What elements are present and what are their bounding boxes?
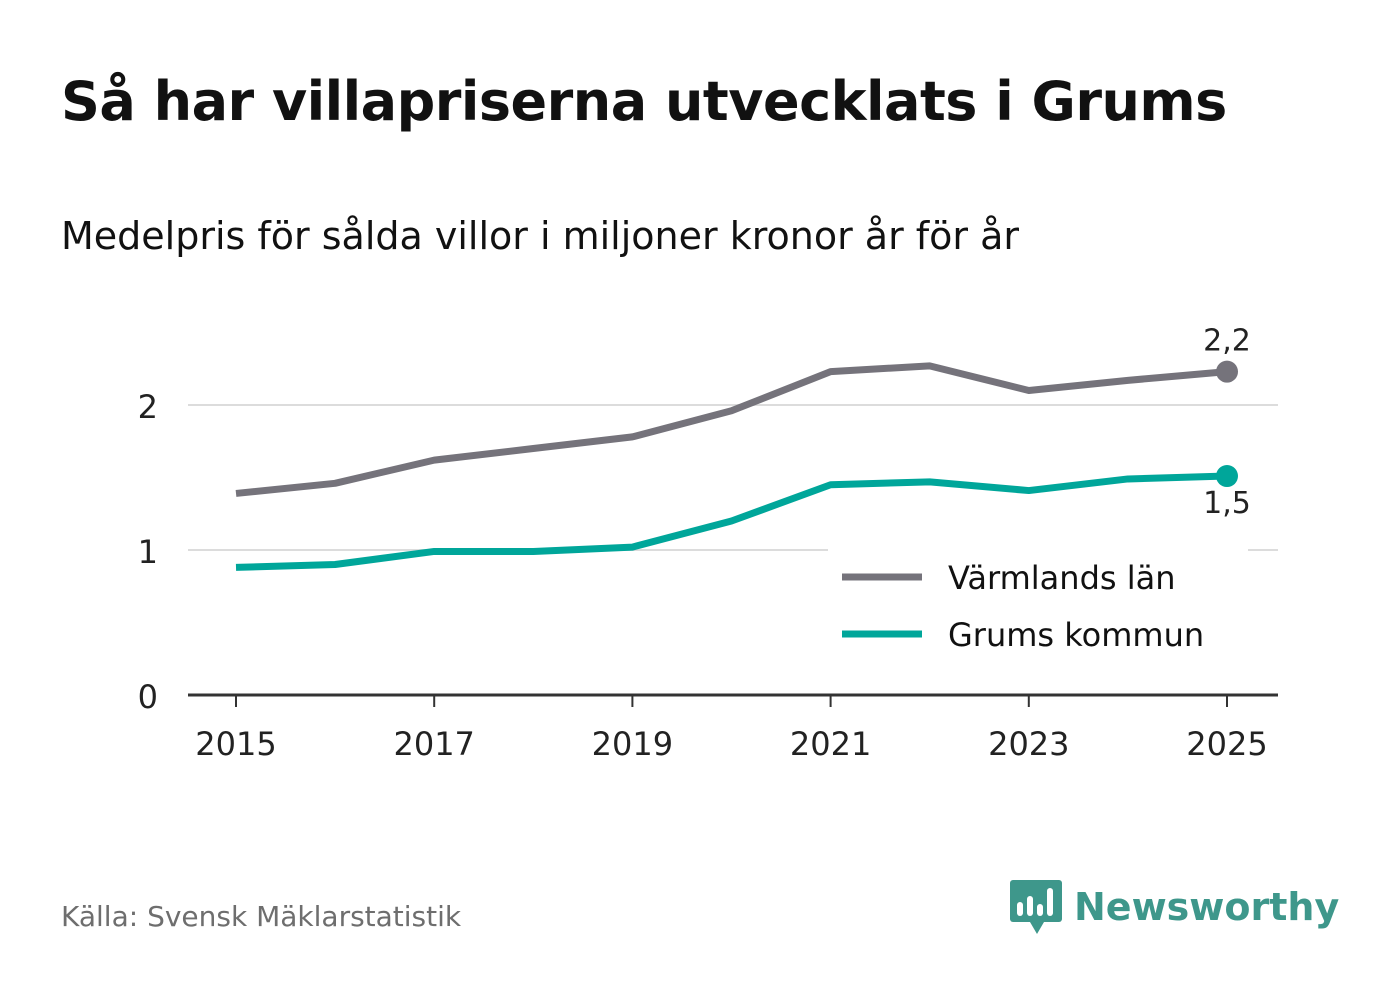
- y-tick-label: 0: [138, 678, 158, 716]
- y-axis-labels: 0 1 2: [138, 388, 158, 716]
- x-tick-label: 2017: [393, 725, 474, 763]
- grid-lines: [188, 404, 1278, 656]
- x-axis: 2015 2017 2019 2021 2023 2025: [188, 693, 1278, 763]
- legend: Värmlands län Grums kommun: [842, 559, 1204, 654]
- x-tick-label: 2023: [988, 725, 1069, 763]
- chart-subtitle: Medelpris för sålda villor i miljoner kr…: [61, 214, 1020, 258]
- newsworthy-logo-icon: [1010, 880, 1062, 934]
- x-tick-label: 2015: [195, 725, 276, 763]
- source-note: Källa: Svensk Mäklarstatistik: [61, 900, 462, 933]
- series-line-grums-kommun: [235, 472, 1228, 571]
- y-tick-label: 1: [138, 533, 158, 571]
- x-tick-label: 2025: [1186, 725, 1267, 763]
- x-tick-label: 2021: [790, 725, 871, 763]
- chart-title: Så har villapriserna utvecklats i Grums: [61, 70, 1227, 133]
- data-label-end: 1,5: [1203, 486, 1251, 521]
- series-line-varmlands-lan: [235, 362, 1228, 497]
- brand-name: Newsworthy: [1074, 885, 1340, 929]
- legend-background: [828, 548, 1248, 656]
- series-end-point: [1216, 465, 1238, 488]
- series-end-point: [1216, 360, 1238, 383]
- data-label-end: 2,2: [1203, 324, 1251, 359]
- series-lines: 2,2 1,5: [235, 324, 1251, 571]
- brand-logo[interactable]: Newsworthy: [1010, 878, 1339, 936]
- legend-label: Värmlands län: [948, 559, 1176, 597]
- legend-label: Grums kommun: [948, 616, 1204, 654]
- x-tick-label: 2019: [592, 725, 673, 763]
- y-tick-label: 2: [138, 388, 158, 426]
